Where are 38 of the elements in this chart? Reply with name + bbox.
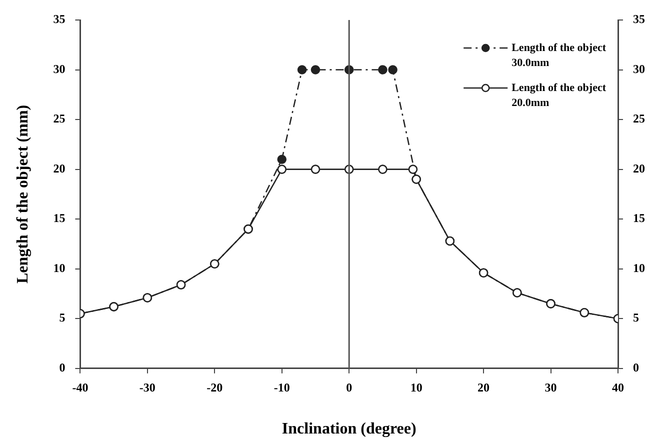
y-tick-label: 0 xyxy=(59,360,66,374)
y-tick-label: 30 xyxy=(53,62,66,76)
point xyxy=(408,164,418,174)
y-tick-label: 10 xyxy=(53,260,66,275)
y2-tick-label: 20 xyxy=(633,161,645,176)
y2-tick-label: 0 xyxy=(633,360,639,374)
x-tick-label: 40 xyxy=(612,380,624,395)
x-tick-label: 30 xyxy=(544,380,557,395)
y-tick-label: 25 xyxy=(53,112,66,126)
x-tick-label: 10 xyxy=(410,380,422,395)
point xyxy=(310,164,320,174)
point xyxy=(378,164,388,174)
y2-tick-label: 15 xyxy=(633,211,645,226)
y2-tick-label: 35 xyxy=(633,12,645,26)
y2-tick-label: 25 xyxy=(633,112,645,126)
x-tick-label: -20 xyxy=(206,380,223,395)
y-tick-label: 15 xyxy=(53,211,66,226)
y2-tick-label: 5 xyxy=(633,310,639,325)
legend-label: Length of the object 20.0mm xyxy=(512,82,606,109)
x-tick-label: -40 xyxy=(72,380,88,395)
y-tick-label: 35 xyxy=(53,12,66,26)
y-tick-label: 5 xyxy=(59,310,66,325)
point xyxy=(388,65,398,74)
x-tick-label: 0 xyxy=(346,380,352,395)
point xyxy=(277,154,287,164)
legend-label: Length of the object 30.0mm xyxy=(512,42,606,69)
x-tick-label: -30 xyxy=(139,380,156,395)
point xyxy=(310,65,320,74)
y2-tick-label: 30 xyxy=(633,62,645,76)
point xyxy=(297,65,307,74)
y-axis-title: Length of the object (mm) xyxy=(14,104,32,284)
y2-tick-label: 10 xyxy=(633,260,645,275)
point xyxy=(277,164,287,174)
y-tick-label: 20 xyxy=(53,161,66,176)
point xyxy=(378,65,388,74)
x-axis-title: Inclination (degree) xyxy=(282,420,416,438)
x-tick-label: 20 xyxy=(478,380,490,395)
x-tick-label: -10 xyxy=(274,380,290,395)
